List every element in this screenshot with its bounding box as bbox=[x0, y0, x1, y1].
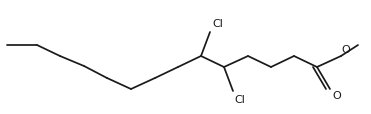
Text: O: O bbox=[342, 45, 350, 54]
Text: Cl: Cl bbox=[234, 94, 246, 104]
Text: O: O bbox=[333, 90, 341, 100]
Text: Cl: Cl bbox=[213, 19, 223, 29]
